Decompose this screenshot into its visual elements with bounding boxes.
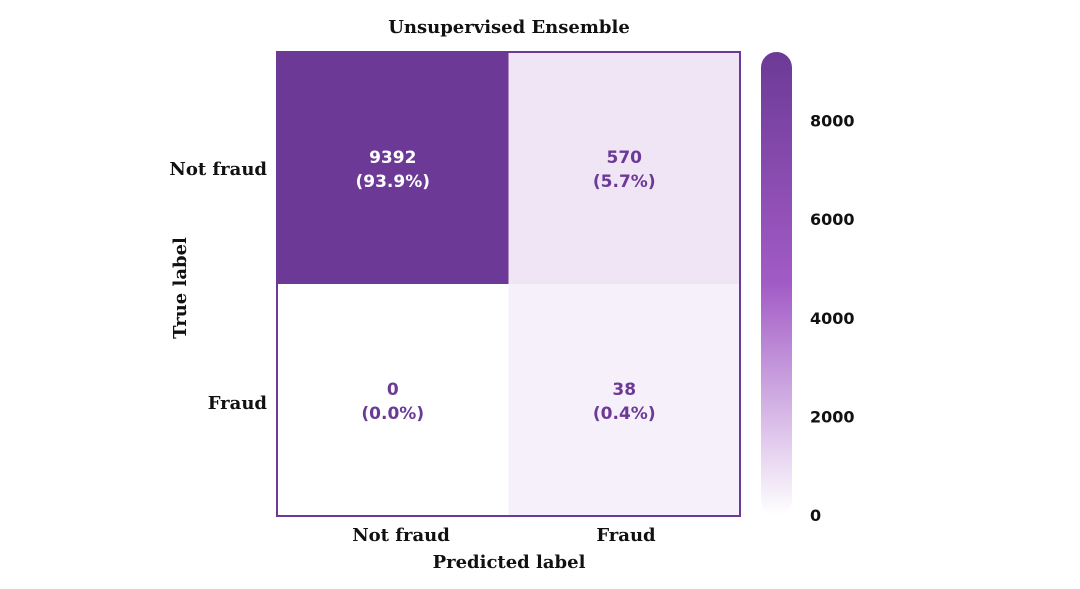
x-axis-label: Predicted label xyxy=(433,552,586,573)
x-tick-fraud: Fraud xyxy=(596,525,656,546)
colorbar-tick-6000: 6000 xyxy=(810,210,855,229)
y-tick-fraud: Fraud xyxy=(208,393,268,414)
colorbar-tick-2000: 2000 xyxy=(810,407,855,426)
cell-count-r0-c0: 9392 xyxy=(369,148,416,168)
cell-count-r0-c1: 570 xyxy=(607,148,643,168)
cell-percent-r1-c0: (0.0%) xyxy=(361,404,424,424)
heatmap-cell-r1-c1 xyxy=(508,284,740,516)
colorbar-tick-0: 0 xyxy=(810,506,821,525)
heatmap-cell-r0-c0 xyxy=(277,52,509,284)
heatmap-cell-r0-c1 xyxy=(508,52,740,284)
cell-count-r1-c1: 38 xyxy=(612,380,636,400)
cell-percent-r0-c1: (5.7%) xyxy=(593,172,656,192)
colorbar-tick-4000: 4000 xyxy=(810,309,855,328)
y-tick-not-fraud: Not fraud xyxy=(169,159,267,180)
matrix-frame xyxy=(276,51,741,517)
cell-labels: 9392 (93.9%) 570 (5.7%) 0 (0.0%) 38 (0.4%) xyxy=(355,148,655,424)
x-tick-not-fraud: Not fraud xyxy=(352,525,450,546)
cell-percent-r0-c0: (93.9%) xyxy=(355,172,430,192)
cell-count-r1-c0: 0 xyxy=(387,380,399,400)
cell-percent-r1-c1: (0.4%) xyxy=(593,404,656,424)
heatmap-cell-r1-c0 xyxy=(277,284,509,516)
colorbar-ticks: 0 2000 4000 6000 8000 xyxy=(810,112,855,525)
chart-title: Unsupervised Ensemble xyxy=(388,17,630,38)
colorbar xyxy=(761,52,792,515)
y-axis-label: True label xyxy=(170,237,191,339)
heatmap-cells xyxy=(277,52,740,516)
colorbar-tick-8000: 8000 xyxy=(810,112,855,131)
